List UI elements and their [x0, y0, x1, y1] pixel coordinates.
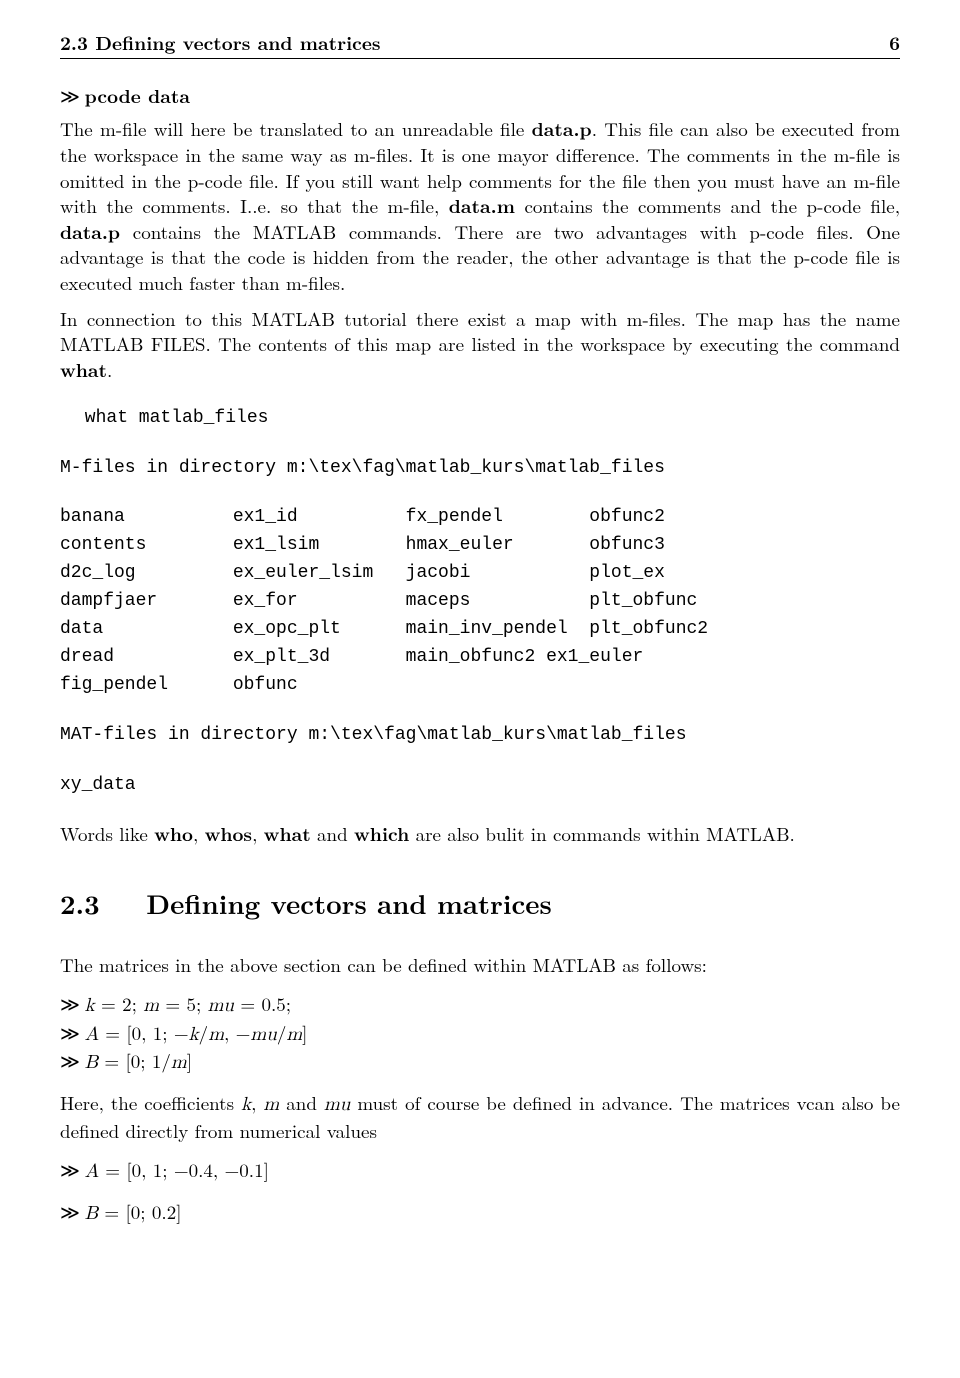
section-title: Defining vectors and matrices [146, 883, 552, 922]
paragraph-5: Here, the coefficients k, m and mu must … [60, 1090, 900, 1143]
command-text: pcode data [85, 81, 190, 109]
paragraph-1: The m-file will here be translated to an… [60, 116, 900, 295]
math-block-2: ≫ A = [0, 1; −0.4, −0.1] ≫ B = [0; 0.2] [60, 1157, 900, 1226]
math-line: ≫ B = [0; 1/m] [60, 1048, 900, 1076]
header-page-number: 6 [889, 30, 900, 56]
header-rule [60, 58, 900, 59]
command-line: ≫ pcode data [60, 83, 900, 111]
prompt-symbol: ≫ [60, 87, 85, 108]
section-number: 2.3 [60, 883, 100, 922]
math-line: ≫ A = [0, 1; −k/m, −mu/m] [60, 1020, 900, 1048]
code-matfile-list: xy_data [60, 772, 900, 800]
paragraph-2: In connection to this MATLAB tutorial th… [60, 306, 900, 383]
paragraph-4: The matrices in the above section can be… [60, 952, 900, 978]
code-matfiles-header: MAT-files in directory m:\tex\fag\matlab… [60, 722, 900, 750]
section-heading: 2.3 Defining vectors and matrices [60, 885, 900, 921]
math-line: ≫ k = 2; m = 5; mu = 0.5; [60, 991, 900, 1019]
page-header: 2.3 Defining vectors and matrices 6 [60, 30, 900, 56]
math-line: ≫ A = [0, 1; −0.4, −0.1] [60, 1157, 900, 1185]
code-mfiles-header: M-files in directory m:\tex\fag\matlab_k… [60, 455, 900, 483]
paragraph-3: Words like who, whos, what and which are… [60, 821, 900, 847]
math-line: ≫ B = [0; 0.2] [60, 1199, 900, 1227]
code-file-table: banana ex1_id fx_pendel obfunc2 contents… [60, 504, 900, 699]
code-what-cmd: what matlab_files [74, 405, 900, 433]
header-section: 2.3 Defining vectors and matrices [60, 30, 381, 56]
math-block-1: ≫ k = 2; m = 5; mu = 0.5; ≫ A = [0, 1; −… [60, 991, 900, 1076]
